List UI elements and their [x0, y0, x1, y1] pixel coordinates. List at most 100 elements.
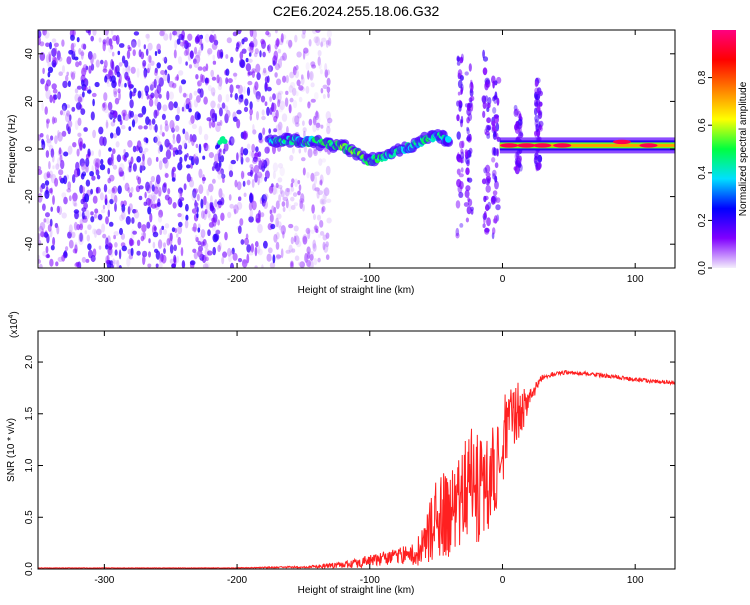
noise-blob — [189, 92, 193, 101]
noise-blob — [177, 236, 182, 246]
noise-blob — [319, 231, 325, 236]
noise-blob — [118, 265, 122, 268]
noise-blob — [144, 191, 147, 199]
noise-blob — [234, 179, 238, 188]
noise-blob — [82, 91, 85, 98]
noise-blob — [272, 60, 276, 66]
noise-blob — [224, 105, 229, 112]
streak-blob — [458, 105, 462, 112]
spectrogram-x-label: Height of straight line (km) — [298, 285, 415, 296]
noise-blob — [248, 251, 254, 256]
noise-blob — [146, 221, 151, 229]
noise-blob — [96, 174, 101, 180]
noise-blob — [197, 49, 201, 57]
noise-blob — [201, 210, 205, 219]
noise-blob — [276, 213, 282, 220]
noise-blob — [61, 130, 67, 137]
noise-blob — [96, 228, 102, 236]
noise-blob — [192, 222, 197, 233]
noise-blob — [92, 98, 95, 107]
noise-blob — [193, 251, 198, 260]
noise-blob — [57, 130, 60, 138]
noise-blob — [56, 157, 61, 168]
noise-blob — [292, 192, 298, 198]
noise-blob — [241, 38, 245, 45]
noise-blob — [75, 161, 80, 171]
noise-blob — [168, 236, 173, 245]
noise-blob — [154, 248, 159, 253]
noise-blob — [45, 89, 51, 100]
noise-blob — [132, 163, 137, 172]
noise-blob — [243, 192, 247, 197]
noise-blob — [130, 41, 137, 49]
noise-blob — [276, 254, 282, 259]
noise-blob — [322, 189, 327, 194]
noise-blob — [321, 205, 326, 213]
noise-blob — [262, 159, 268, 169]
noise-blob — [210, 87, 216, 96]
streak-blob — [459, 56, 464, 64]
streak-blob — [492, 124, 496, 132]
noise-blob — [83, 127, 88, 132]
noise-blob — [233, 208, 237, 215]
noise-blob — [150, 175, 155, 183]
streak-blob — [465, 156, 470, 165]
noise-blob — [58, 71, 63, 76]
noise-blob — [216, 74, 220, 84]
noise-blob — [162, 229, 168, 235]
noise-blob — [99, 164, 106, 171]
noise-blob — [91, 92, 97, 98]
noise-blob — [106, 73, 110, 80]
noise-blob — [321, 194, 327, 203]
noise-blob — [277, 48, 282, 54]
snr-multiplier: (x104) — [8, 311, 20, 338]
noise-blob — [51, 38, 57, 43]
noise-blob — [143, 44, 146, 50]
noise-blob — [42, 67, 45, 75]
noise-blob — [212, 217, 217, 227]
noise-blob — [72, 248, 78, 254]
noise-blob — [326, 198, 332, 203]
noise-blob — [270, 223, 276, 230]
streak-blob — [458, 191, 464, 198]
streak-blob — [464, 189, 470, 198]
noise-blob — [193, 46, 198, 55]
noise-blob — [55, 261, 59, 267]
noise-blob — [320, 198, 325, 205]
noise-blob — [264, 101, 268, 106]
noise-blob — [244, 98, 249, 106]
noise-blob — [136, 239, 141, 246]
noise-blob — [202, 263, 209, 268]
streak-blob — [464, 149, 469, 155]
noise-blob — [292, 87, 297, 97]
noise-blob — [257, 223, 263, 234]
noise-blob — [302, 167, 306, 176]
noise-blob — [118, 166, 122, 173]
streak-blob — [466, 206, 472, 215]
noise-blob — [212, 92, 215, 97]
noise-blob — [127, 206, 131, 215]
noise-blob — [221, 256, 225, 265]
noise-blob — [63, 175, 68, 185]
noise-blob — [65, 246, 69, 252]
noise-blob — [49, 41, 52, 50]
noise-blob — [156, 43, 161, 52]
noise-blob — [81, 67, 87, 77]
snr-frame — [37, 330, 676, 570]
noise-blob — [71, 106, 76, 112]
noise-blob — [65, 75, 69, 82]
noise-blob — [197, 240, 202, 246]
colorbar-tick-label: 0.2 — [697, 213, 708, 227]
noise-blob — [277, 177, 283, 183]
noise-blob — [210, 100, 216, 109]
noise-blob — [49, 94, 53, 103]
noise-blob — [271, 185, 277, 196]
noise-blob — [255, 217, 261, 224]
noise-blob — [128, 65, 131, 71]
noise-blob — [132, 230, 138, 235]
noise-blob — [39, 133, 44, 138]
streak-blob — [513, 108, 519, 117]
noise-blob — [315, 30, 321, 33]
noise-blob — [52, 195, 55, 205]
noise-blob — [149, 82, 154, 92]
